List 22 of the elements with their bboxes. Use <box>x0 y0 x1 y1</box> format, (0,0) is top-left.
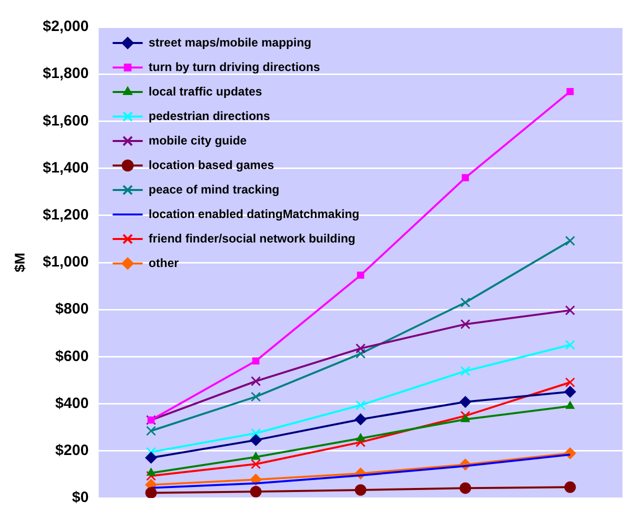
legend-label: mobile city guide <box>148 133 248 148</box>
y-tick-label: $400 <box>55 394 89 412</box>
legend-label: local traffic updates <box>148 84 262 98</box>
y-tick-label: $600 <box>55 348 89 365</box>
legend-label: friend finder/social network building <box>148 231 356 246</box>
y-tick-label: $800 <box>55 300 89 318</box>
y-tick-label: $200 <box>55 442 89 460</box>
y-tick-label: $1,800 <box>42 65 89 82</box>
y-tick-label: $1,600 <box>42 112 89 130</box>
legend-label: peace of mind tracking <box>148 182 280 196</box>
legend-label: location enabled datingMatchmaking <box>148 206 360 221</box>
y-tick-label: $2,000 <box>42 18 89 36</box>
legend-label: location based games <box>148 158 274 172</box>
legend-label: other <box>148 256 180 270</box>
legend-label: street maps/mobile mapping <box>148 35 312 50</box>
legend-label: pedestrian directions <box>148 108 270 123</box>
y-tick-label: $1,200 <box>42 206 89 224</box>
y-tick-label: $0 <box>72 489 89 506</box>
y-axis-title: $M <box>11 252 28 272</box>
y-tick-label: $1,000 <box>42 254 89 271</box>
legend-label: turn by turn driving directions <box>148 60 320 74</box>
y-tick-label: $1,400 <box>42 159 89 176</box>
